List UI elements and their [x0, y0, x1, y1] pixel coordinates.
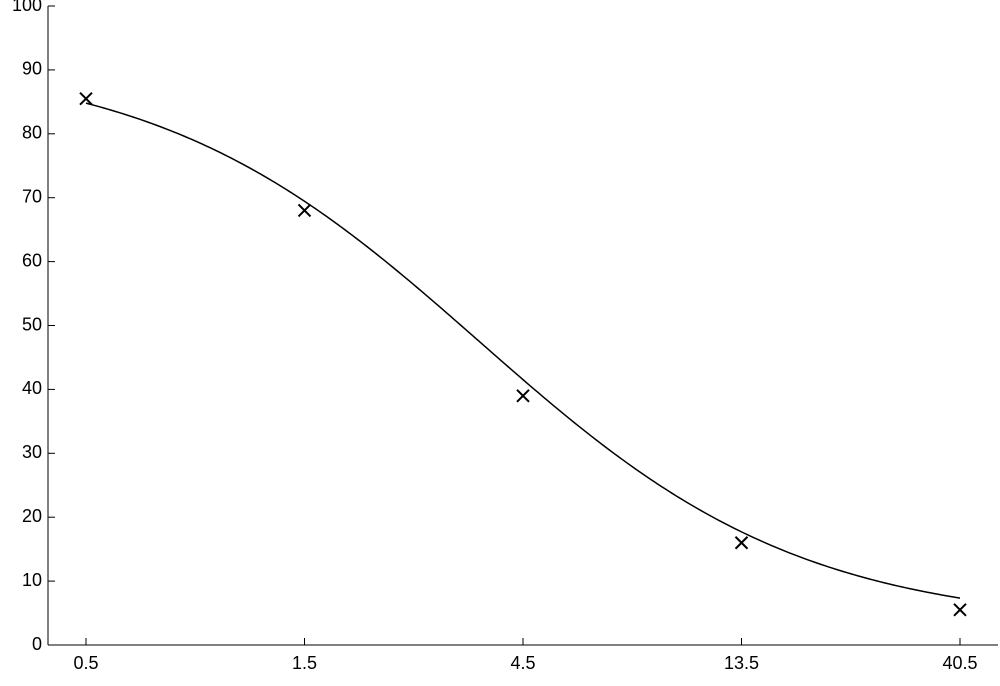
y-tick-label: 100 [12, 0, 42, 15]
y-tick-label: 60 [22, 250, 42, 270]
x-tick-label: 0.5 [73, 653, 98, 673]
x-tick-label: 1.5 [292, 653, 317, 673]
x-tick-label: 40.5 [942, 653, 977, 673]
y-tick-label: 30 [22, 442, 42, 462]
line-chart: 0 10 20 30 40 50 60 70 80 90 100 0.5 1.5 4.5 13.5 40.5 [0, 0, 1000, 686]
y-tick-label: 80 [22, 123, 42, 143]
y-tick-label: 10 [22, 570, 42, 590]
y-tick-label: 50 [22, 314, 42, 334]
y-tick-label: 70 [22, 186, 42, 206]
y-tick-label: 90 [22, 59, 42, 79]
y-tick-label: 20 [22, 506, 42, 526]
y-tick-label: 40 [22, 378, 42, 398]
x-tick-label: 13.5 [724, 653, 759, 673]
y-tick-label: 0 [32, 634, 42, 654]
chart-container: 0 10 20 30 40 50 60 70 80 90 100 0.5 1.5 4.5 13.5 40.5 [0, 0, 1000, 686]
x-tick-label: 4.5 [510, 653, 535, 673]
